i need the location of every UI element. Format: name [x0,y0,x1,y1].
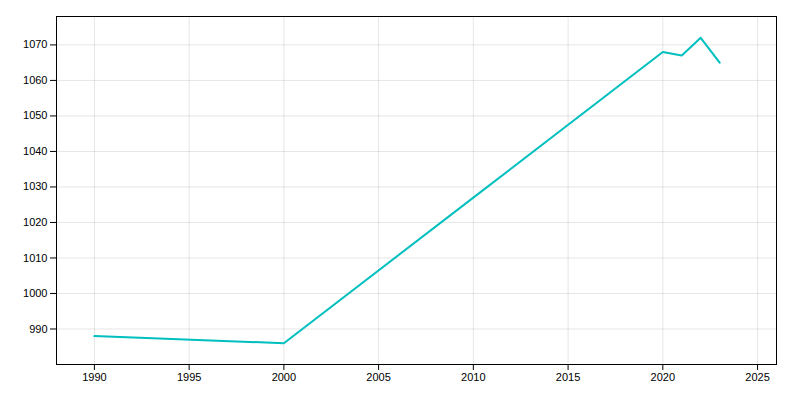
svg-text:1000: 1000 [23,287,47,299]
svg-text:1040: 1040 [23,145,47,157]
svg-text:2020: 2020 [651,371,675,383]
svg-text:1030: 1030 [23,180,47,192]
svg-text:1010: 1010 [23,251,47,263]
svg-text:1995: 1995 [177,371,201,383]
svg-text:2010: 2010 [461,371,485,383]
svg-text:2000: 2000 [272,371,296,383]
svg-text:990: 990 [29,323,47,335]
svg-text:1990: 1990 [82,371,106,383]
svg-text:1020: 1020 [23,216,47,228]
svg-text:2005: 2005 [366,371,390,383]
svg-text:2025: 2025 [745,371,769,383]
svg-text:1070: 1070 [23,38,47,50]
svg-text:1050: 1050 [23,109,47,121]
svg-text:2015: 2015 [556,371,580,383]
svg-text:1060: 1060 [23,74,47,86]
